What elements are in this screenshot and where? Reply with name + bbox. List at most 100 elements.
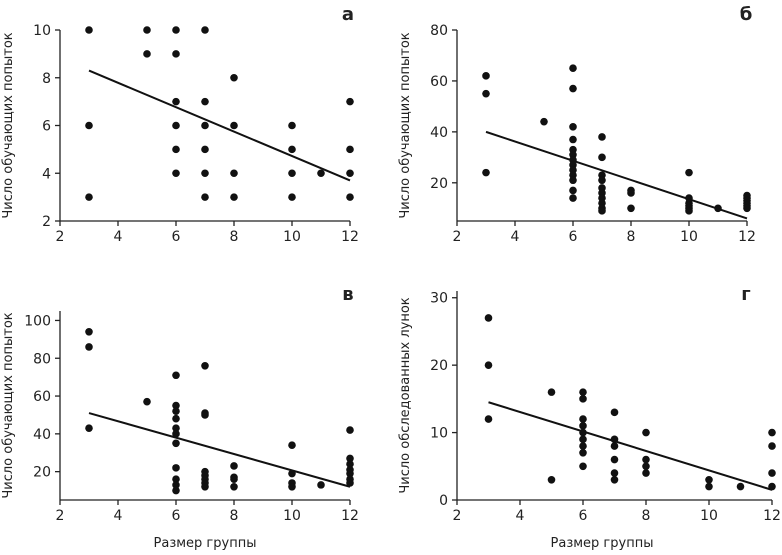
data-point (288, 169, 296, 178)
data-point (172, 121, 180, 130)
data-point (579, 388, 587, 396)
y-tick-label: 60 (33, 389, 51, 405)
y-tick-label: 80 (430, 23, 448, 39)
data-point (172, 50, 180, 58)
data-point (346, 460, 354, 468)
data-point (484, 415, 493, 423)
y-tick-label: 60 (430, 74, 448, 90)
data-point (736, 482, 745, 491)
data-point (201, 193, 209, 201)
data-point (579, 462, 587, 471)
data-point (569, 64, 577, 72)
data-point (317, 481, 325, 489)
data-point (627, 189, 635, 197)
data-point (598, 133, 606, 141)
data-point (172, 414, 180, 423)
data-point (201, 411, 209, 419)
data-point (172, 481, 180, 489)
data-point (201, 121, 209, 130)
data-point (579, 422, 587, 430)
data-point (642, 469, 650, 477)
data-point (743, 204, 751, 213)
data-point (482, 89, 490, 98)
data-point (598, 176, 606, 185)
data-point (569, 186, 577, 195)
chart-panel-1: 2 4 6 8 10 12 2 4 6 8 10 Число обучающих попыток а (1, 4, 359, 245)
data-point (85, 26, 93, 34)
y-tick-label: 100 (24, 313, 51, 329)
trend-line (488, 401, 773, 491)
data-point (288, 482, 296, 491)
data-point (172, 407, 180, 415)
x-tick-label: 6 (569, 229, 578, 245)
y-tick-label: 2 (42, 214, 51, 230)
data-point (172, 430, 180, 438)
panel-letter: г (741, 284, 750, 305)
y-tick-label: 30 (430, 291, 448, 307)
data-point (705, 482, 713, 491)
data-point (547, 388, 556, 396)
x-tick-label: 2 (453, 229, 462, 245)
data-point (484, 314, 493, 322)
x-tick-label: 8 (642, 508, 651, 524)
x-tick-label: 4 (114, 229, 123, 245)
data-point (642, 462, 650, 471)
data-point (201, 169, 209, 178)
data-point (540, 117, 548, 126)
data-point (346, 454, 354, 463)
x-tick-label: 2 (453, 508, 462, 524)
data-point (685, 207, 693, 215)
data-point (579, 415, 587, 423)
trend-line (88, 69, 351, 182)
data-point (172, 475, 180, 484)
chart-panel-3: 2 4 6 8 10 12 20 40 60 80 100 Число обучающих попыт… (1, 284, 359, 551)
trend-line (485, 130, 748, 220)
data-point (610, 408, 619, 417)
data-point (288, 193, 296, 201)
data-point (569, 194, 577, 202)
data-point (172, 169, 180, 178)
data-point (230, 121, 238, 130)
data-point (85, 327, 93, 336)
data-point (201, 362, 209, 370)
y-axis-title: Число обследованных лунок (398, 297, 413, 493)
data-point (579, 428, 587, 437)
x-tick-label: 8 (627, 229, 636, 245)
data-point (610, 475, 619, 484)
data-point (714, 204, 722, 213)
data-point (288, 441, 296, 449)
data-point (346, 97, 354, 106)
x-tick-label: 6 (172, 229, 181, 245)
data-point (569, 135, 577, 144)
data-point (610, 442, 619, 450)
y-tick-label: 10 (430, 426, 448, 442)
x-tick-label: 6 (172, 508, 181, 524)
data-point (346, 193, 354, 201)
data-point (642, 455, 650, 464)
chart-panel-4: 2 4 6 8 10 12 0 10 20 30 Число обследованных лунок… (398, 284, 781, 551)
y-axis-title: Число обучающих попыток (1, 32, 16, 218)
data-point (288, 121, 296, 130)
data-point (172, 439, 180, 448)
y-tick-label: 0 (439, 493, 448, 509)
x-tick-label: 10 (680, 229, 698, 245)
data-point (484, 361, 493, 369)
data-point (569, 122, 577, 131)
x-tick-label: 6 (579, 508, 588, 524)
x-tick-label: 8 (230, 508, 239, 524)
x-tick-label: 2 (56, 508, 65, 524)
x-tick-label: 12 (763, 508, 781, 524)
data-point (768, 428, 776, 437)
data-point (598, 207, 606, 215)
data-point (642, 428, 650, 437)
y-axis-title: Число обучающих попыток (398, 32, 413, 218)
x-tick-label: 4 (516, 508, 525, 524)
data-point (579, 449, 587, 457)
data-point (610, 435, 619, 444)
data-point (705, 475, 713, 484)
data-point (85, 121, 93, 130)
x-tick-label: 12 (341, 229, 359, 245)
y-tick-label: 8 (42, 71, 51, 87)
x-tick-label: 10 (700, 508, 718, 524)
